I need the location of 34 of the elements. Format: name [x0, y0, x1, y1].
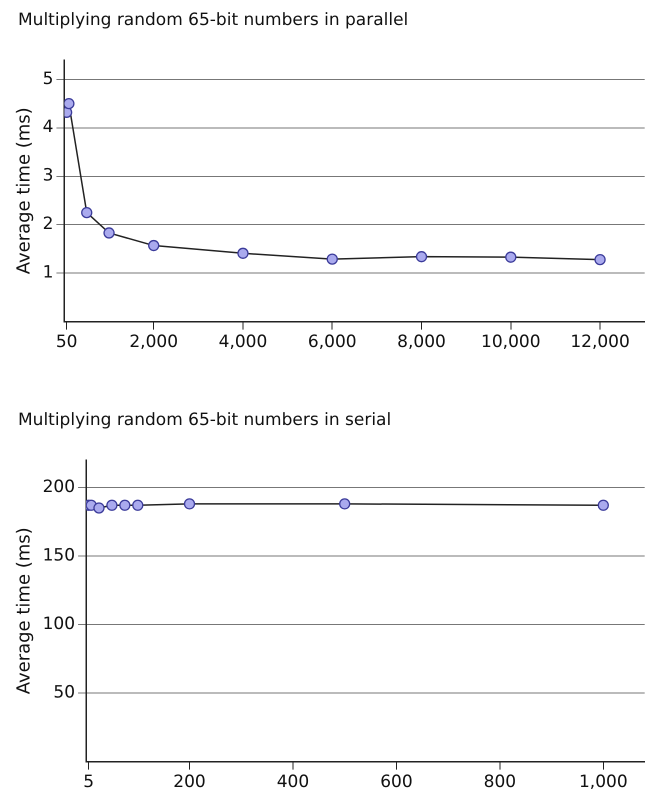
x-tick-label: 12,000	[570, 332, 630, 352]
y-tick-label: 2	[42, 214, 54, 234]
point	[505, 252, 516, 263]
x-tick-label: 8,000	[397, 332, 446, 352]
y-tick-label: 50	[53, 682, 76, 702]
x-tick-label: 6,000	[308, 332, 357, 352]
x-tick-label: 2,000	[129, 332, 178, 352]
point	[64, 98, 75, 110]
y-axis-title: Average time (ms)	[13, 107, 34, 274]
x-tick-label: 10,000	[481, 332, 541, 352]
y-tick-label: 4	[42, 117, 54, 138]
chart-title: Multiplying random 65-bit numbers in serial	[18, 410, 392, 430]
point	[237, 248, 249, 259]
x-tick-label: 1,000	[578, 772, 628, 792]
point	[326, 253, 338, 265]
y-axis-title: Average time (ms)	[13, 527, 34, 694]
chart-title: Multiplying random 65-bit numbers in parallel	[18, 10, 408, 30]
point	[148, 240, 160, 252]
y-tick-label: 3	[42, 166, 54, 186]
x-tick-label: 4,000	[218, 332, 268, 352]
x-tick-label: 5	[83, 772, 94, 792]
point	[103, 227, 115, 239]
x-tick-label: 200	[173, 772, 206, 792]
y-tick-label: 150	[42, 545, 76, 566]
point	[416, 251, 428, 262]
x-tick-label: 800	[484, 772, 516, 792]
y-tick-label: 5	[42, 68, 54, 89]
y-tick-label: 1	[42, 262, 54, 283]
y-tick-label: 100	[42, 614, 76, 634]
y-tick-label: 200	[42, 476, 76, 497]
point	[594, 254, 606, 266]
x-tick-label: 400	[276, 772, 310, 792]
point	[81, 206, 92, 218]
x-tick-label: 600	[380, 772, 413, 792]
